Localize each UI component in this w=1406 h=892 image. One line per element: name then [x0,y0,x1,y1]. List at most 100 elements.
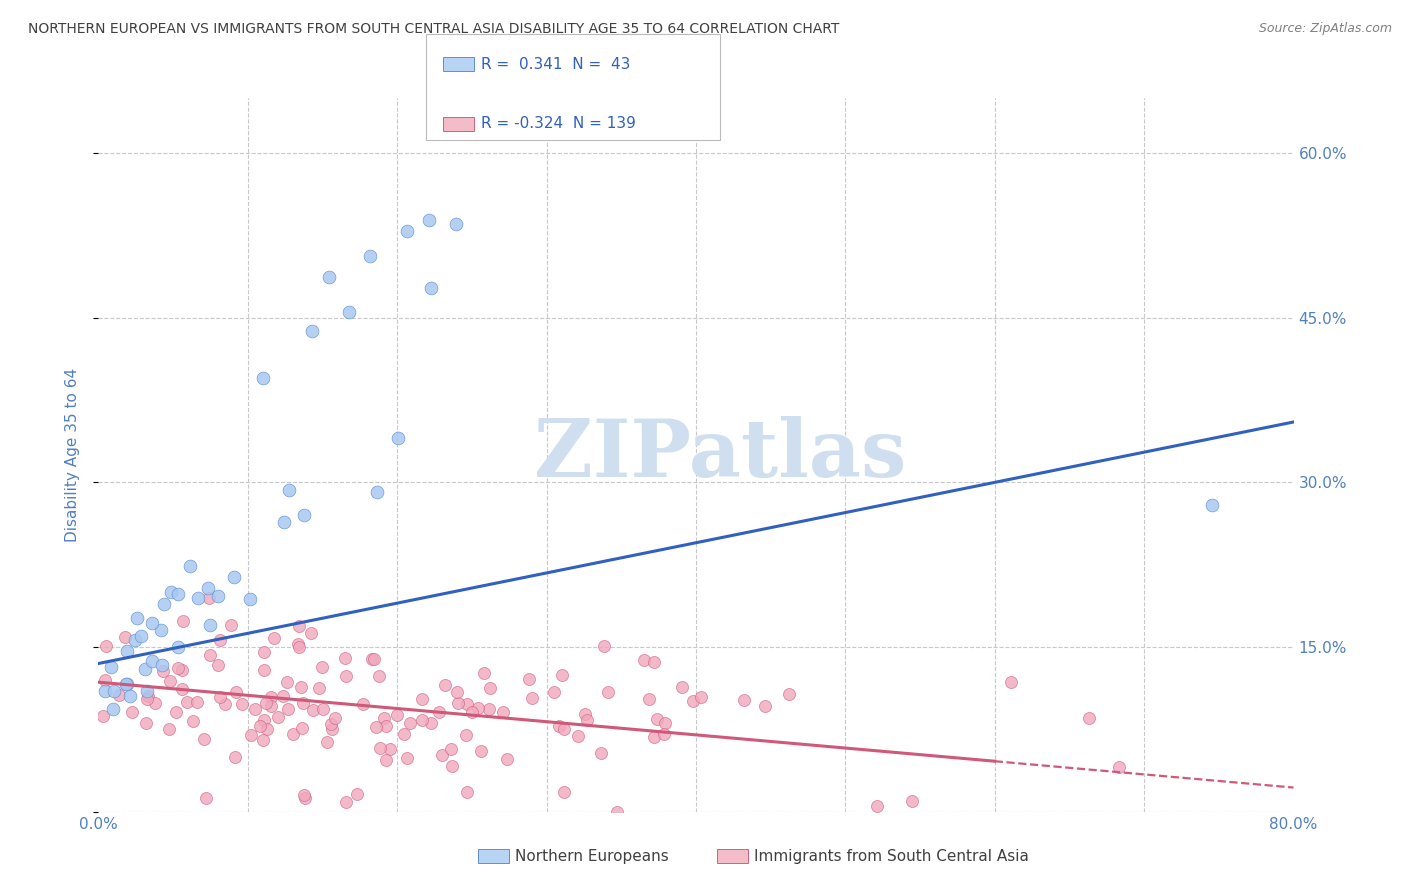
Point [288,619,311,633]
Point [321,722,343,736]
Point [136,683,159,698]
Point [318,270,340,285]
Point [444,217,467,231]
Point [682,694,704,708]
Point [124,633,146,648]
Point [374,753,396,767]
Point [754,699,776,714]
Point [253,663,276,677]
Point [276,674,298,689]
Point [278,483,301,497]
Point [159,673,181,688]
Point [1000,674,1022,689]
Point [543,685,565,699]
Point [633,653,655,667]
Point [368,669,391,683]
Point [93,673,115,687]
Point [366,485,388,500]
Point [165,705,187,719]
Point [387,708,409,723]
Point [671,680,693,694]
Point [245,702,267,716]
Point [254,696,277,710]
Point [197,582,219,596]
Point [643,731,665,745]
Point [387,431,409,445]
Point [333,651,356,665]
Point [1201,498,1223,512]
Point [467,701,489,715]
Point [605,805,627,819]
Point [643,655,665,669]
Point [170,681,193,696]
Point [252,370,274,384]
Point [456,785,478,799]
Point [301,703,323,717]
Point [260,690,283,704]
Point [396,751,419,765]
Text: ZIPatlas: ZIPatlas [534,416,905,494]
Point [193,731,215,746]
Point [94,639,117,653]
Point [239,592,262,607]
Point [291,721,314,735]
Point [150,624,173,638]
Point [446,685,468,699]
Point [252,732,274,747]
Point [553,785,575,799]
Point [1108,760,1130,774]
Point [311,702,333,716]
Point [186,695,208,709]
Point [107,689,129,703]
Point [520,690,543,705]
Point [253,713,276,727]
Text: Northern Europeans: Northern Europeans [515,849,668,863]
Point [239,728,262,742]
Point [214,697,236,711]
Point [373,711,395,725]
Point [209,633,232,648]
Point [292,789,315,803]
Point [172,614,194,628]
Point [496,752,519,766]
Point [114,676,136,690]
Point [160,585,183,599]
Point [195,791,218,805]
Point [574,706,596,721]
Point [176,695,198,709]
Point [567,729,589,743]
Point [273,516,295,530]
Text: Immigrants from South Central Asia: Immigrants from South Central Asia [754,849,1029,863]
Text: R =  0.341  N =  43: R = 0.341 N = 43 [481,57,630,71]
Point [136,690,159,704]
Point [224,750,246,764]
Point [290,680,312,694]
Point [652,727,675,741]
Point [131,629,153,643]
Point [291,696,314,710]
Point [492,706,515,720]
Point [166,640,188,654]
Point [187,591,209,605]
Point [645,712,668,726]
Point [225,684,247,698]
Point [281,726,304,740]
Point [94,683,117,698]
Text: R = -0.324  N = 139: R = -0.324 N = 139 [481,117,636,131]
Point [690,690,713,704]
Point [441,759,464,773]
Point [654,715,676,730]
Point [277,702,299,716]
Point [517,672,540,686]
Point [427,705,450,719]
Point [136,691,159,706]
Point [346,787,368,801]
Point [419,716,441,731]
Point [294,790,316,805]
Point [378,741,401,756]
Point [335,669,357,683]
Point [101,702,124,716]
Point [430,747,453,762]
Point [288,640,311,654]
Point [553,723,575,737]
